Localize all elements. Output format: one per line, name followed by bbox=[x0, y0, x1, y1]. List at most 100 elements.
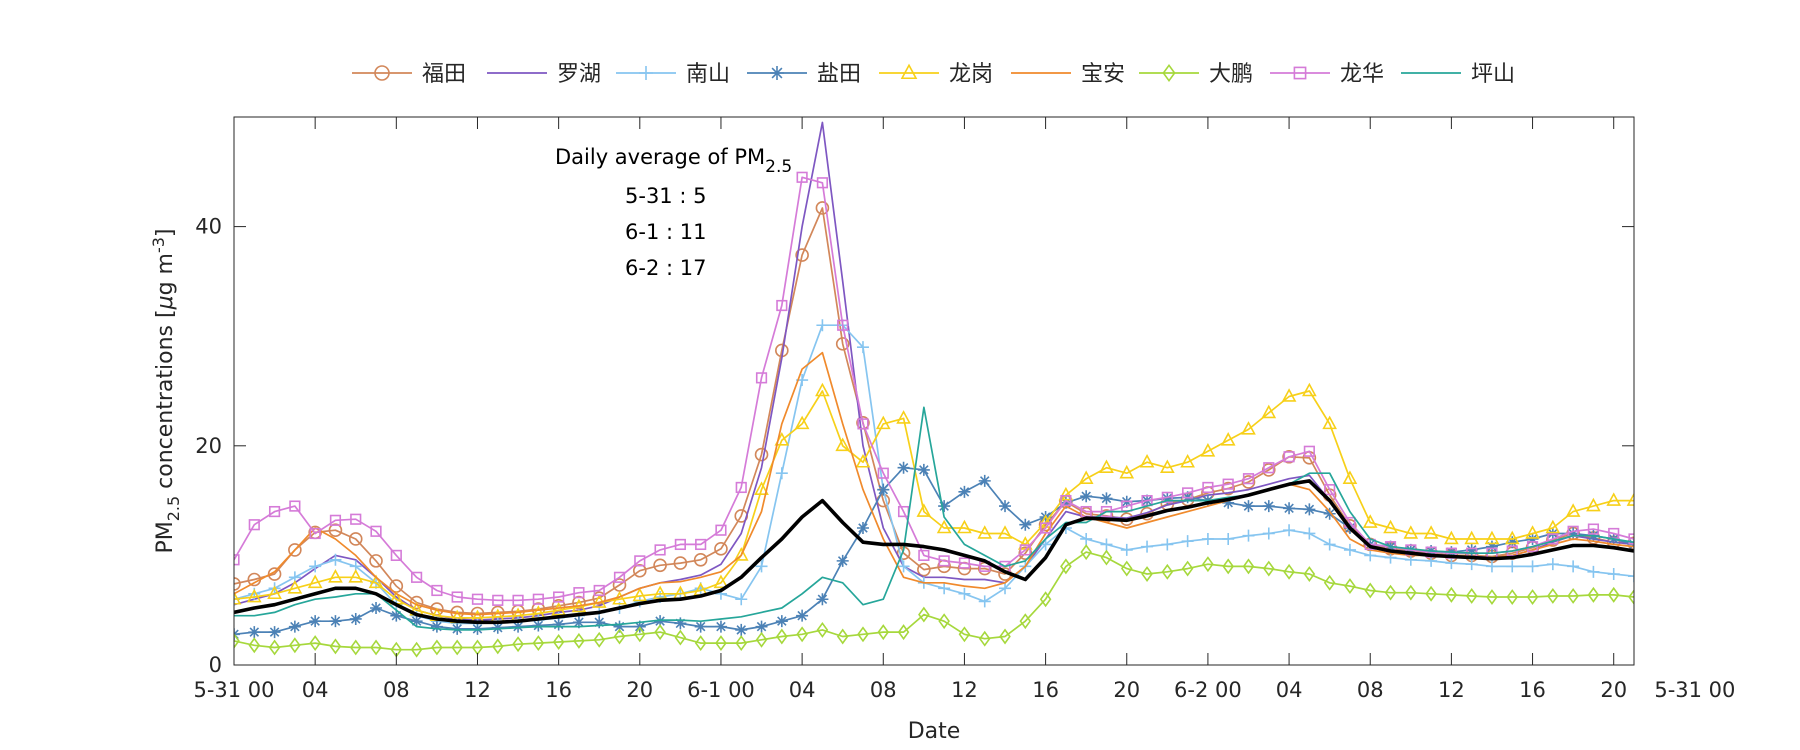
data-point bbox=[593, 631, 606, 648]
data-point bbox=[735, 635, 748, 652]
data-point bbox=[593, 616, 606, 629]
data-point bbox=[1607, 568, 1620, 581]
data-point bbox=[348, 532, 363, 546]
data-point bbox=[370, 525, 382, 537]
x-tick-label: 12 bbox=[1438, 678, 1465, 702]
data-point bbox=[897, 624, 910, 641]
series-line bbox=[234, 551, 1634, 651]
data-point bbox=[1444, 530, 1459, 545]
legend-label: 龙岗 bbox=[949, 62, 993, 87]
data-point bbox=[1222, 496, 1235, 509]
y-axis: 0 20 40 bbox=[195, 215, 1634, 677]
data-point bbox=[572, 616, 585, 629]
data-point bbox=[374, 65, 390, 81]
data-point bbox=[639, 66, 653, 80]
x-tick-label: 16 bbox=[545, 678, 572, 702]
data-point bbox=[1343, 543, 1356, 556]
data-point bbox=[1039, 591, 1052, 608]
data-point bbox=[1302, 382, 1317, 397]
data-point bbox=[1484, 530, 1500, 545]
data-point bbox=[1770, 555, 1782, 567]
data-point bbox=[1649, 537, 1659, 547]
data-point bbox=[978, 630, 991, 647]
legend-item: 坪山 bbox=[1401, 62, 1515, 87]
data-point bbox=[1242, 500, 1255, 513]
annotation-line-5-31: 5-31 : 5 bbox=[625, 184, 706, 208]
data-point bbox=[815, 201, 830, 215]
data-point bbox=[958, 485, 971, 498]
data-point bbox=[1771, 472, 1781, 482]
data-point bbox=[835, 337, 850, 351]
data-point bbox=[1729, 494, 1741, 505]
data-point bbox=[512, 594, 524, 606]
data-point bbox=[695, 538, 707, 551]
data-point bbox=[900, 63, 918, 80]
data-point bbox=[1587, 586, 1600, 603]
data-point bbox=[897, 560, 910, 573]
legend-label: 盐田 bbox=[817, 62, 861, 87]
data-point bbox=[1729, 569, 1741, 581]
data-point bbox=[936, 519, 952, 534]
data-point bbox=[796, 609, 809, 622]
data-point bbox=[1221, 481, 1236, 496]
data-point bbox=[1790, 547, 1800, 559]
data-point bbox=[775, 467, 788, 480]
data-point bbox=[248, 626, 261, 639]
data-point bbox=[978, 474, 991, 487]
daily-average-annotation: Daily average of PM2.5 5-31 : 5 6-1 : 11… bbox=[555, 145, 792, 280]
data-point bbox=[1161, 538, 1174, 551]
data-point bbox=[1628, 589, 1634, 606]
data-point bbox=[1364, 582, 1377, 599]
data-point bbox=[329, 514, 342, 526]
data-point bbox=[430, 620, 443, 633]
data-point bbox=[1545, 519, 1561, 534]
x-tick-label: 5-31 00 bbox=[1654, 678, 1735, 702]
data-point bbox=[1751, 589, 1761, 602]
data-point bbox=[1485, 540, 1498, 553]
data-point bbox=[246, 588, 262, 603]
data-point bbox=[754, 447, 769, 462]
data-point bbox=[309, 527, 321, 540]
data-point bbox=[1405, 584, 1417, 601]
data-point bbox=[1689, 575, 1701, 587]
x-tick-label: 16 bbox=[1519, 678, 1546, 702]
data-point bbox=[1464, 530, 1480, 545]
data-point bbox=[1587, 565, 1600, 578]
data-point bbox=[1731, 593, 1741, 606]
data-point bbox=[1141, 540, 1154, 553]
plot-frame bbox=[233, 116, 1635, 666]
data-point bbox=[349, 612, 362, 625]
data-point bbox=[1080, 544, 1092, 561]
data-point bbox=[1303, 445, 1315, 457]
data-point bbox=[1771, 578, 1781, 591]
data-point bbox=[1690, 596, 1700, 609]
data-point bbox=[573, 587, 585, 599]
data-point bbox=[390, 609, 403, 622]
data-point bbox=[1060, 494, 1072, 507]
data-point bbox=[1139, 453, 1155, 468]
legend: 福田 罗湖 南山 盐田 龙岗 宝安 大鹏 龙华 坪山 bbox=[352, 62, 1515, 87]
legend-item: 龙岗 bbox=[879, 62, 993, 87]
data-point bbox=[755, 560, 768, 573]
data-point bbox=[1689, 513, 1701, 525]
data-point bbox=[1202, 481, 1214, 494]
data-point bbox=[816, 621, 829, 638]
series-line bbox=[234, 479, 1634, 625]
series-layer bbox=[234, 121, 1800, 658]
data-point bbox=[1161, 492, 1174, 505]
data-point bbox=[1648, 534, 1660, 546]
data-point bbox=[735, 593, 748, 606]
data-point bbox=[836, 628, 849, 645]
data-point bbox=[1689, 542, 1701, 554]
data-point bbox=[532, 619, 545, 632]
data-point bbox=[289, 637, 301, 654]
data-point bbox=[917, 562, 931, 577]
data-point bbox=[634, 555, 646, 567]
data-point bbox=[1364, 549, 1377, 562]
data-point bbox=[552, 634, 565, 650]
data-point bbox=[573, 632, 585, 649]
data-point bbox=[1770, 495, 1782, 507]
series-line bbox=[234, 406, 1634, 631]
data-point bbox=[328, 569, 343, 583]
